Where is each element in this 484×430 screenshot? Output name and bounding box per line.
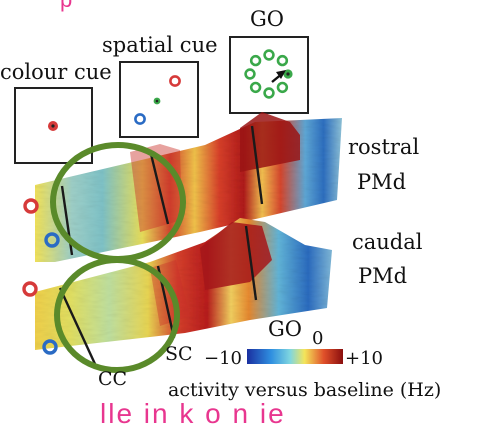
cc-label: CC xyxy=(98,368,128,390)
caudal-label: caudal xyxy=(352,230,423,254)
rostral-label: rostral xyxy=(348,135,420,159)
red-target-icon xyxy=(23,198,39,214)
colour-cue-box-icon xyxy=(14,87,93,164)
spatial-cue-label: spatial cue xyxy=(102,33,218,57)
blue-target-icon xyxy=(44,232,60,248)
left-target-markers xyxy=(22,198,60,355)
colorbar-max-label: +10 xyxy=(345,348,383,369)
go-target-ring-icon xyxy=(229,36,309,114)
caudal-pmd-label: PMd xyxy=(358,264,408,288)
spatial-cue-box-icon xyxy=(119,61,199,138)
highlight-circles xyxy=(50,142,186,373)
sc-label: SC xyxy=(165,343,193,365)
go-axis-label: GO xyxy=(268,317,302,341)
colour-cue-label: colour cue xyxy=(0,60,112,84)
arrow-icon xyxy=(271,70,286,83)
red-target-icon xyxy=(22,281,38,297)
bottom-text-fragment: lle in k o n ie xyxy=(100,398,286,429)
go-label: GO xyxy=(250,7,284,31)
heatmap-figure xyxy=(14,36,343,373)
rostral-pmd-label: PMd xyxy=(357,170,407,194)
top-text-fragment: p xyxy=(60,0,72,13)
colorbar-zero-label: 0 xyxy=(312,328,324,349)
blue-target-icon xyxy=(42,339,58,355)
colorbar-caption: activity versus baseline (Hz) xyxy=(168,379,442,401)
colorbar-min-label: −10 xyxy=(204,348,242,369)
colorbar xyxy=(247,349,343,364)
highlight-circle-lower xyxy=(54,257,180,373)
